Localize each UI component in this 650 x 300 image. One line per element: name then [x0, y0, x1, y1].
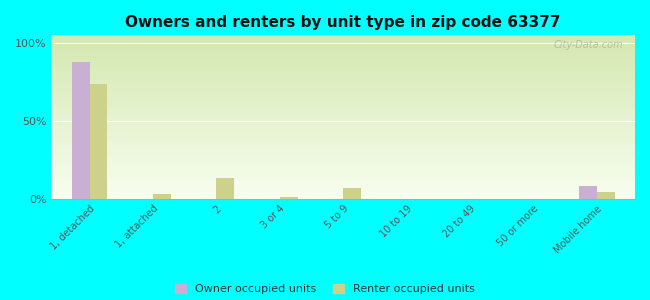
Bar [72, 62, 90, 199]
Text: City-Data.com: City-Data.com [554, 40, 623, 50]
Title: Owners and renters by unit type in zip code 63377: Owners and renters by unit type in zip c… [125, 15, 561, 30]
Bar [216, 178, 234, 199]
Bar [280, 197, 298, 199]
Legend: Owner occupied units, Renter occupied units: Owner occupied units, Renter occupied un… [172, 280, 478, 297]
Bar [597, 192, 615, 199]
Bar [579, 186, 597, 199]
Bar [153, 194, 171, 199]
Bar [90, 83, 107, 199]
Bar [343, 188, 361, 199]
